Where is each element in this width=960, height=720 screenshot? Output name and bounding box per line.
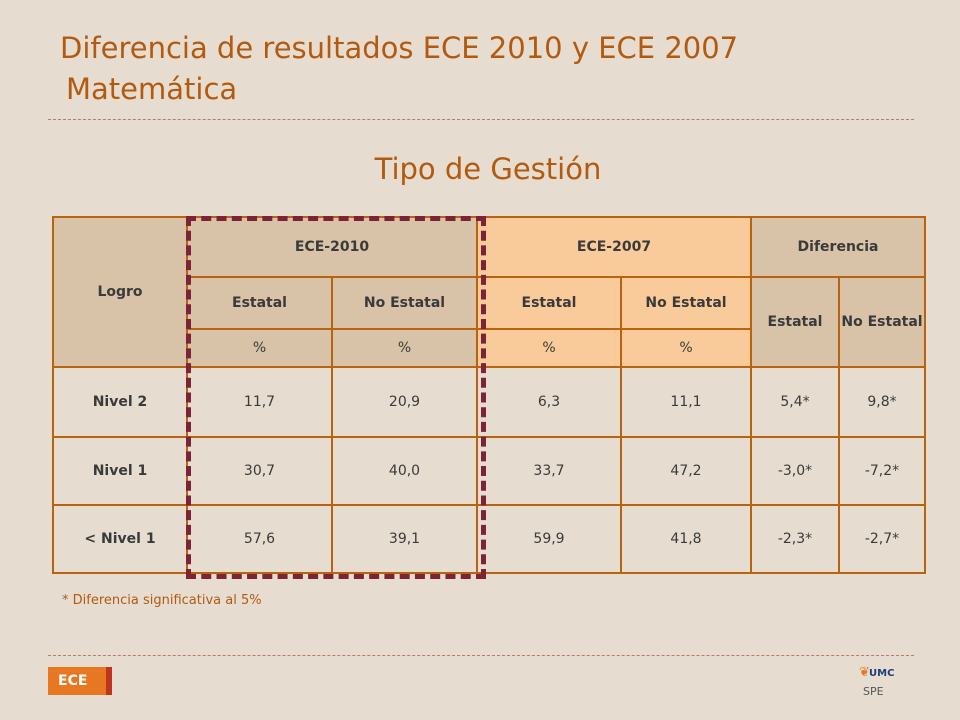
row-label: Nivel 2 bbox=[52, 366, 188, 438]
results-table: Logro ECE-2010 ECE-2007 Diferencia Estat… bbox=[52, 216, 927, 574]
table-row: Nivel 1 30,7 40,0 33,7 47,2 -3,0* -7,2* bbox=[52, 436, 927, 506]
title-divider bbox=[48, 119, 914, 120]
logo-subtext: SPE bbox=[863, 685, 884, 698]
page-title: Diferencia de resultados ECE 2010 y ECE … bbox=[60, 28, 738, 109]
ece-badge: ECE bbox=[48, 667, 112, 695]
table-cell: -2,7* bbox=[837, 504, 927, 574]
section-subtitle: Tipo de Gestión bbox=[374, 152, 602, 186]
title-line-2: Matemática bbox=[66, 71, 238, 106]
table-row: < Nivel 1 57,6 39,1 59,9 41,8 -2,3* -2,7… bbox=[52, 504, 927, 574]
title-line-1: Diferencia de resultados ECE 2010 y ECE … bbox=[60, 31, 739, 65]
table-cell: 39,1 bbox=[331, 504, 478, 574]
table-cell: -2,3* bbox=[750, 504, 840, 574]
row-label: < Nivel 1 bbox=[52, 504, 188, 574]
table-cell: 9,8* bbox=[837, 366, 927, 438]
table-cell: 5,4* bbox=[750, 366, 840, 438]
umc-logo-icon: ❦ UMC SPE bbox=[855, 665, 895, 705]
table-cell: 33,7 bbox=[476, 436, 622, 506]
table-cell: 47,2 bbox=[620, 436, 752, 506]
unit-2007-no-estatal: % bbox=[620, 328, 752, 368]
row-label: Nivel 1 bbox=[52, 436, 188, 506]
footer-divider bbox=[48, 655, 914, 656]
table-cell: 59,9 bbox=[476, 504, 622, 574]
subheader-2010-estatal: Estatal bbox=[186, 276, 333, 330]
subheader-2010-no-estatal: No Estatal bbox=[331, 276, 478, 330]
logo-mark-icon: ❦ bbox=[859, 665, 870, 680]
ece-2010-header: ECE-2010 bbox=[186, 216, 478, 278]
subheader-dif-no-estatal: No Estatal bbox=[837, 276, 927, 368]
table-cell: 57,6 bbox=[186, 504, 333, 574]
table-cell: -3,0* bbox=[750, 436, 840, 506]
subheader-2007-estatal: Estatal bbox=[476, 276, 622, 330]
logro-header: Logro bbox=[52, 216, 188, 368]
subheader-2007-no-estatal: No Estatal bbox=[620, 276, 752, 330]
unit-2010-no-estatal: % bbox=[331, 328, 478, 368]
table-cell: 6,3 bbox=[476, 366, 622, 438]
table-cell: -7,2* bbox=[837, 436, 927, 506]
ece-2007-header: ECE-2007 bbox=[476, 216, 752, 278]
unit-2010-estatal: % bbox=[186, 328, 333, 368]
table-cell: 11,7 bbox=[186, 366, 333, 438]
table-cell: 41,8 bbox=[620, 504, 752, 574]
unit-2007-estatal: % bbox=[476, 328, 622, 368]
table-cell: 30,7 bbox=[186, 436, 333, 506]
table-cell: 20,9 bbox=[331, 366, 478, 438]
table-cell: 11,1 bbox=[620, 366, 752, 438]
logo-text: UMC bbox=[869, 668, 895, 679]
diferencia-header: Diferencia bbox=[749, 216, 927, 278]
significance-note: * Diferencia significativa al 5% bbox=[62, 593, 262, 608]
subheader-dif-estatal: Estatal bbox=[750, 276, 840, 368]
table-row: Nivel 2 11,7 20,9 6,3 11,1 5,4* 9,8* bbox=[52, 366, 927, 438]
table-cell: 40,0 bbox=[331, 436, 478, 506]
